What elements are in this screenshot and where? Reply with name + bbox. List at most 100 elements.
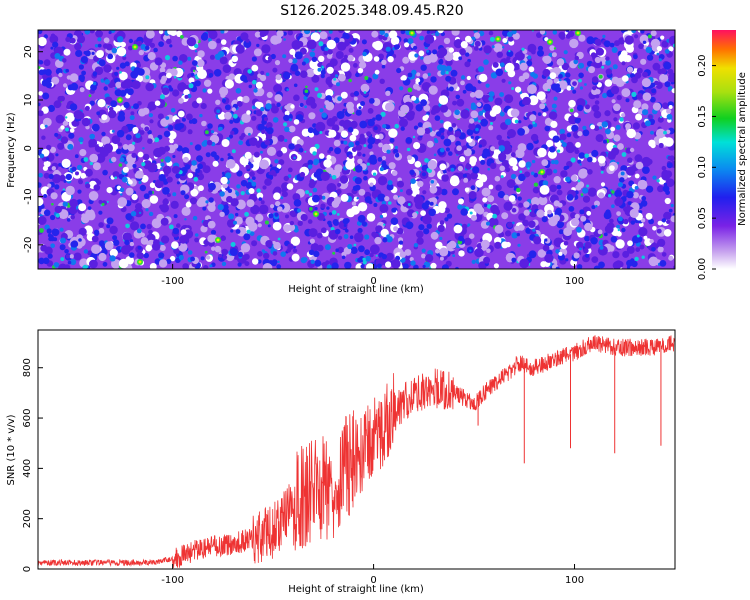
spectrogram-cell	[259, 159, 269, 170]
spectrogram-cell	[422, 214, 432, 225]
spectrogram-cell	[574, 117, 581, 124]
spectrogram-cell	[313, 250, 320, 258]
spectrogram-cell	[266, 146, 277, 156]
spectrogram-cell	[600, 182, 606, 187]
spectrogram-cell	[658, 142, 664, 149]
spectrogram-cell	[160, 118, 169, 127]
spectrogram-cell	[586, 36, 595, 45]
spectrogram-cell	[629, 208, 639, 218]
spectrogram-cell	[126, 161, 135, 170]
spectrogram-cell	[129, 239, 134, 243]
spectrogram-cell	[362, 51, 367, 57]
spectrogram-cell	[616, 196, 621, 201]
spectrogram-cell	[252, 79, 257, 85]
spectrogram-cell	[442, 169, 447, 174]
spectrogram-cell	[385, 252, 394, 261]
spectrogram-cell	[587, 169, 593, 175]
spectrogram-cell	[631, 76, 638, 84]
spectrogram-cell	[87, 250, 93, 256]
spectrogram-cell	[360, 264, 365, 269]
spectrogram-cell	[502, 46, 505, 49]
spectrogram-cell	[389, 137, 395, 143]
spectrogram-cell	[175, 119, 181, 125]
spectrogram-y-tick-label: 10	[23, 94, 34, 107]
spectrogram-cell	[613, 117, 618, 122]
spectrogram-cell	[111, 135, 121, 145]
spectrogram-cell	[544, 125, 551, 132]
spectrogram-cell	[357, 257, 362, 263]
spectrogram-cell	[404, 249, 412, 256]
spectrogram-cell	[265, 72, 270, 77]
spectrogram-cell	[140, 237, 149, 245]
spectrogram-cell	[506, 222, 513, 228]
spectrogram-cell	[296, 40, 304, 48]
spectrogram-cell	[292, 58, 298, 64]
spectrogram-cell	[466, 128, 474, 136]
spectrogram-cell	[293, 199, 302, 207]
spectrogram-cell	[578, 72, 584, 79]
spectrogram-cell	[611, 190, 615, 194]
spectrogram-cell	[549, 184, 557, 193]
spectrogram-cell	[615, 124, 621, 130]
spectrogram-cell	[523, 209, 530, 216]
spectrogram-cell	[584, 83, 587, 86]
spectrogram-cell	[567, 30, 575, 38]
spectrogram-cell	[610, 85, 620, 95]
spectrogram-cell	[328, 129, 337, 138]
spectrogram-cell	[142, 147, 145, 150]
spectrogram-cell	[80, 56, 88, 64]
colorbar-tick-label: 0.20	[697, 54, 708, 76]
spectrogram-cell	[357, 151, 362, 157]
spectrogram-cell	[305, 85, 308, 89]
spectrogram-cell	[79, 87, 85, 93]
spectrogram-cell	[289, 220, 295, 226]
spectrogram-cell	[427, 72, 431, 77]
spectrogram-cells	[38, 30, 675, 269]
spectrogram-cell	[604, 79, 613, 87]
spectrogram-cell	[254, 31, 261, 38]
spectrogram-cell	[372, 172, 377, 176]
spectrogram-cell	[253, 151, 260, 158]
spectrogram-cell	[38, 257, 45, 265]
spectrogram-cell	[84, 168, 93, 177]
spectrogram-cell	[102, 43, 109, 49]
spectrogram-cell	[468, 118, 475, 124]
spectrogram-cell	[429, 185, 438, 194]
spectrogram-cell	[554, 159, 559, 165]
spectrogram-cell	[552, 30, 558, 35]
spectrogram-cell	[369, 154, 377, 162]
spectrogram-cell	[199, 113, 203, 118]
spectrogram-cell	[314, 259, 322, 267]
spectrogram-cell	[120, 41, 127, 48]
spectrogram-cell	[103, 37, 110, 44]
spectrogram-cell	[179, 235, 188, 244]
spectrogram-cell	[99, 148, 109, 157]
spectrogram-cell	[169, 224, 174, 230]
spectrogram-cell	[248, 188, 255, 194]
spectrogram-cell	[136, 62, 141, 68]
spectrogram-cell	[541, 216, 548, 223]
spectrogram-cell	[332, 219, 339, 226]
spectrogram-cell	[533, 182, 539, 187]
spectrogram-cell	[241, 113, 251, 123]
spectrogram-cell	[213, 69, 222, 77]
spectrogram-cell	[230, 229, 234, 233]
spectrogram-cell	[98, 227, 105, 234]
spectrogram-cell	[273, 84, 283, 93]
spectrogram-cell	[316, 232, 323, 239]
spectrogram-cell	[109, 255, 116, 262]
spectrogram-cell	[598, 74, 603, 79]
spectrogram-cell	[116, 47, 127, 57]
spectrogram-cell	[375, 114, 383, 121]
spectrogram-x-label: Height of straight line (km)	[288, 284, 424, 295]
spectrogram-cell	[470, 110, 479, 119]
spectrogram-cell	[518, 224, 525, 231]
spectrogram-cell	[191, 60, 198, 66]
spectrogram-cell	[202, 88, 207, 93]
spectrogram-cell	[38, 197, 44, 206]
spectrogram-cell	[91, 244, 101, 254]
spectrogram-cell	[488, 30, 494, 36]
spectrogram-cell	[164, 172, 169, 177]
spectrogram-cell	[508, 81, 512, 85]
spectrogram-cell	[626, 190, 634, 199]
